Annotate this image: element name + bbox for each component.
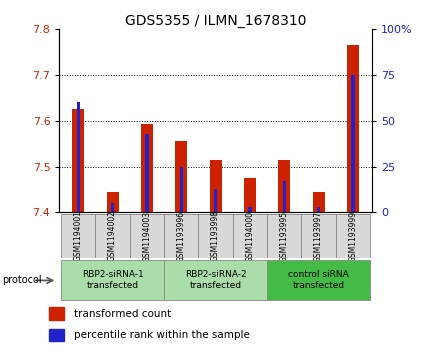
Title: GDS5355 / ILMN_1678310: GDS5355 / ILMN_1678310 bbox=[125, 14, 306, 28]
Text: GSM1193999: GSM1193999 bbox=[348, 211, 357, 261]
Bar bbox=[95, 214, 130, 258]
Bar bbox=[106, 192, 119, 212]
Text: GSM1193995: GSM1193995 bbox=[280, 211, 289, 261]
Bar bbox=[267, 260, 370, 301]
Bar bbox=[267, 214, 301, 258]
Text: GSM1194002: GSM1194002 bbox=[108, 211, 117, 261]
Text: GSM1193996: GSM1193996 bbox=[177, 211, 186, 261]
Bar bbox=[145, 134, 149, 212]
Bar bbox=[180, 167, 183, 212]
Bar bbox=[49, 329, 64, 342]
Bar bbox=[111, 203, 114, 212]
Text: transformed count: transformed count bbox=[74, 309, 171, 319]
Bar bbox=[141, 125, 153, 212]
Bar bbox=[282, 181, 286, 212]
Bar bbox=[209, 160, 222, 212]
Bar bbox=[214, 188, 217, 212]
Text: protocol: protocol bbox=[2, 276, 42, 285]
Bar bbox=[336, 214, 370, 258]
Bar bbox=[77, 102, 80, 212]
Text: GSM1193997: GSM1193997 bbox=[314, 211, 323, 261]
Bar bbox=[61, 214, 95, 258]
Bar bbox=[198, 214, 233, 258]
Bar bbox=[175, 141, 187, 212]
Bar bbox=[248, 207, 252, 212]
Bar bbox=[244, 178, 256, 212]
Bar bbox=[164, 214, 198, 258]
Text: RBP2-siRNA-2
transfected: RBP2-siRNA-2 transfected bbox=[185, 270, 246, 290]
Text: RBP2-siRNA-1
transfected: RBP2-siRNA-1 transfected bbox=[82, 270, 143, 290]
Bar bbox=[164, 260, 267, 301]
Text: GSM1193998: GSM1193998 bbox=[211, 211, 220, 261]
Bar bbox=[312, 192, 325, 212]
Bar bbox=[49, 307, 64, 320]
Text: percentile rank within the sample: percentile rank within the sample bbox=[74, 330, 250, 340]
Text: GSM1194003: GSM1194003 bbox=[143, 211, 151, 261]
Bar bbox=[347, 45, 359, 212]
Bar bbox=[301, 214, 336, 258]
Bar bbox=[72, 109, 84, 212]
Bar bbox=[130, 214, 164, 258]
Bar bbox=[61, 260, 164, 301]
Bar bbox=[317, 207, 320, 212]
Text: GSM1194001: GSM1194001 bbox=[74, 211, 83, 261]
Bar bbox=[233, 214, 267, 258]
Bar bbox=[351, 75, 355, 212]
Text: control siRNA
transfected: control siRNA transfected bbox=[288, 270, 349, 290]
Text: GSM1194000: GSM1194000 bbox=[246, 211, 254, 261]
Bar bbox=[278, 160, 290, 212]
